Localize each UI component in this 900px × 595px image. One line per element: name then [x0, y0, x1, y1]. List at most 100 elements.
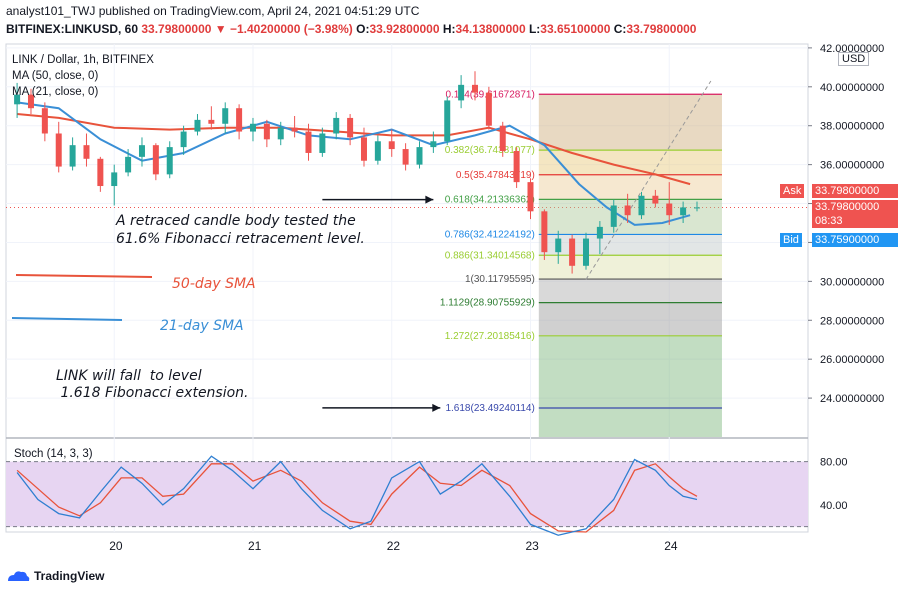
- fib-level-label: 0.886(31.34014568): [445, 250, 535, 261]
- candle-body: [111, 172, 118, 187]
- candle-body: [27, 94, 34, 109]
- candle-body: [194, 119, 201, 132]
- ma21-legend: MA (21, close, 0): [12, 86, 99, 98]
- sma50-annotation: 50-day SMA: [172, 276, 256, 292]
- fib-zone: [538, 302, 722, 336]
- price-tick-label: 26.00000000: [820, 354, 884, 366]
- symbol-name: BITFINEX:LINKUSD, 60: [6, 22, 139, 36]
- stoch-tick-label: 40.00: [820, 500, 848, 512]
- candle-body: [652, 195, 659, 204]
- time-tick-label: 20: [109, 539, 123, 553]
- candle-body: [333, 117, 340, 134]
- ohlc-high: 34.13800000: [455, 22, 526, 36]
- ma50-legend: MA (50, close, 0): [12, 70, 99, 82]
- candle-body: [249, 123, 256, 132]
- candle-body: [152, 145, 159, 175]
- fib-zone: [538, 199, 722, 235]
- candle-body: [14, 94, 21, 105]
- fib-level-label: 1.618(23.49240114): [445, 403, 534, 414]
- fib-zone: [538, 234, 722, 256]
- time-tick-label: 21: [248, 539, 262, 553]
- candle-body: [693, 207, 700, 209]
- price-change: ▼ −1.40200000 (−3.98%): [214, 22, 353, 36]
- candle-body: [305, 131, 312, 153]
- ask-label: Ask: [780, 184, 805, 198]
- arrow-head: [425, 195, 434, 204]
- fib-level-label: 1.1129(28.90755929): [440, 298, 535, 309]
- fib-level-label: 1(30.11795595): [465, 274, 535, 285]
- price-tick-label: 42.00000000: [820, 43, 884, 55]
- candle-body: [416, 147, 423, 165]
- stoch-legend: Stoch (14, 3, 3): [14, 448, 93, 460]
- ohlc-low: 33.65100000: [540, 22, 611, 36]
- candle-body: [638, 195, 645, 216]
- candle-body: [319, 133, 326, 153]
- candle-body: [430, 141, 437, 148]
- chart-title: LINK / Dollar, 1h, BITFINEX: [12, 54, 154, 66]
- ohlc-low-label: L:: [528, 22, 541, 36]
- stoch-d-line: [16, 463, 698, 533]
- tradingview-wordmark: TradingView: [34, 569, 105, 583]
- price-tick-label: 24.00000000: [820, 393, 884, 405]
- price-tick-label: 30.00000000: [820, 276, 884, 288]
- arrow-head: [432, 403, 441, 412]
- retrace-annotation: A retraced candle body tested the 61.6% …: [116, 213, 365, 247]
- candle-body: [208, 119, 215, 124]
- fib-zone: [538, 150, 722, 175]
- price-tick-label: 38.00000000: [820, 121, 884, 133]
- candle-body: [236, 108, 243, 132]
- fib-level-label: 0.382(36.74381077): [445, 145, 535, 156]
- candle-body: [41, 108, 48, 134]
- ask-price: 33.79800000: [812, 184, 898, 198]
- ohlc-close-label: C:: [613, 22, 627, 36]
- sma21-annotation: 21-day SMA: [160, 318, 244, 334]
- candle-body: [222, 108, 229, 124]
- fib-level-label: 1.272(27.20185416): [445, 331, 535, 342]
- candle-body: [69, 145, 76, 167]
- candle-body: [360, 137, 367, 161]
- last-price: 33.79800000: [141, 22, 212, 36]
- publish-info: analyst101_TWJ published on TradingView.…: [6, 4, 420, 18]
- stoch-k-line: [16, 455, 698, 536]
- candle-body: [347, 117, 354, 138]
- fib-zone: [538, 94, 722, 151]
- bar-countdown: 08:33: [812, 214, 898, 228]
- fib-zone: [538, 174, 722, 200]
- candle-body: [444, 100, 451, 142]
- candle-body: [610, 205, 617, 227]
- candle-body: [555, 238, 562, 253]
- candle-body: [680, 207, 687, 216]
- candle-body: [97, 158, 104, 187]
- last-price-tag: 33.79800000: [812, 200, 898, 214]
- candle-body: [541, 211, 548, 253]
- candle-body: [83, 145, 90, 159]
- stoch-band: [6, 461, 808, 527]
- candle-body: [485, 92, 492, 126]
- candle-body: [263, 123, 270, 140]
- ohlc-open-label: O:: [356, 22, 370, 36]
- fib-zone: [538, 407, 722, 437]
- candle-body: [499, 125, 506, 152]
- candle-body: [402, 149, 409, 165]
- symbol-summary: BITFINEX:LINKUSD, 60 33.79800000 ▼ −1.40…: [6, 22, 696, 36]
- fib-level-label: 0.5(35.47843719): [456, 170, 535, 181]
- ohlc-open: 33.92800000: [369, 22, 440, 36]
- fib-level-label: 0.786(32.41224192): [445, 229, 535, 240]
- candle-body: [125, 156, 132, 173]
- candle-body: [138, 145, 145, 157]
- candle-body: [624, 205, 631, 216]
- fib-zone: [538, 279, 722, 303]
- ohlc-high-label: H:: [442, 22, 456, 36]
- candle-body: [180, 131, 187, 148]
- time-tick-label: 24: [664, 539, 678, 553]
- sma21-legend-line: [11, 317, 123, 321]
- fib-zone: [538, 335, 722, 408]
- bid-label: Bid: [780, 233, 802, 247]
- candle-body: [471, 84, 478, 93]
- stoch-tick-label: 80.00: [820, 457, 848, 469]
- candle-body: [596, 226, 603, 239]
- tradingview-logo[interactable]: TradingView: [6, 569, 104, 583]
- fib-level-label: 0.618(34.21336362): [445, 194, 535, 205]
- candle-body: [374, 141, 381, 161]
